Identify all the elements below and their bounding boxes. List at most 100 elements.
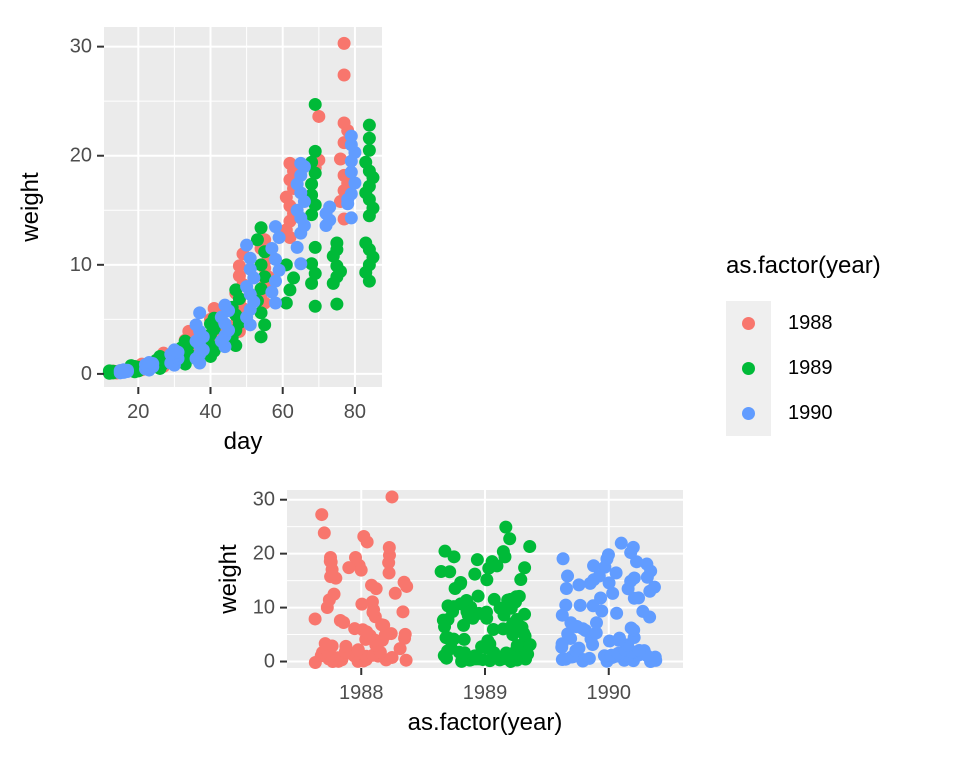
- data-point: [359, 236, 373, 250]
- data-point: [587, 559, 601, 573]
- data-point: [480, 605, 494, 619]
- data-point: [555, 637, 569, 651]
- data-point: [315, 508, 329, 522]
- data-point: [441, 644, 455, 658]
- data-point: [586, 599, 600, 613]
- data-point: [102, 364, 116, 378]
- data-point: [468, 567, 482, 581]
- data-point: [632, 643, 646, 657]
- data-point: [268, 252, 282, 266]
- data-point: [385, 650, 399, 664]
- data-point: [272, 263, 286, 277]
- data-point: [333, 152, 347, 166]
- data-point: [323, 200, 337, 214]
- data-point: [344, 211, 358, 225]
- legend-key-swatch: [726, 346, 771, 391]
- data-point: [555, 608, 569, 622]
- data-point: [487, 592, 501, 606]
- series-1990: [113, 129, 362, 380]
- data-point: [351, 643, 365, 657]
- data-point: [573, 598, 587, 612]
- data-point: [499, 520, 513, 534]
- data-point: [582, 651, 596, 665]
- data-point: [609, 566, 623, 580]
- data-point: [308, 198, 322, 212]
- y-tick-label: 10: [70, 254, 92, 276]
- data-point: [254, 282, 268, 296]
- legend-item-label: 1989: [788, 357, 833, 379]
- data-point: [388, 586, 402, 600]
- data-point: [486, 622, 500, 636]
- data-point: [240, 280, 254, 294]
- data-point: [480, 573, 494, 587]
- data-point: [258, 270, 272, 284]
- data-point: [344, 165, 358, 179]
- data-point: [337, 36, 351, 50]
- data-point: [481, 634, 495, 648]
- data-point: [561, 569, 575, 583]
- data-point: [254, 258, 268, 272]
- data-point: [330, 236, 344, 250]
- data-point: [471, 589, 485, 603]
- data-point: [305, 276, 319, 290]
- data-point: [308, 166, 322, 180]
- data-point: [559, 598, 573, 612]
- x-tick-label: 80: [344, 401, 366, 423]
- data-point: [354, 563, 368, 577]
- data-point: [643, 584, 657, 598]
- data-point: [382, 566, 396, 580]
- data-point: [178, 334, 192, 348]
- series-1989: [434, 520, 537, 668]
- y-tick-label: 0: [264, 651, 275, 673]
- data-point: [229, 283, 243, 297]
- data-point: [308, 97, 322, 111]
- data-point: [279, 296, 293, 310]
- data-point: [339, 639, 353, 653]
- data-point: [470, 553, 484, 567]
- data-point: [360, 625, 374, 639]
- data-point: [207, 301, 221, 315]
- data-point: [496, 622, 510, 636]
- data-point: [610, 606, 624, 620]
- data-point: [324, 550, 338, 564]
- y-tick-label: 20: [70, 145, 92, 167]
- data-point: [254, 330, 268, 344]
- data-point: [454, 597, 468, 611]
- data-point: [606, 586, 620, 600]
- data-point: [142, 355, 156, 369]
- series-1988: [308, 490, 414, 670]
- data-point: [559, 582, 573, 596]
- x-tick-label: 40: [199, 401, 221, 423]
- x-axis-title: as.factor(year): [408, 709, 563, 736]
- data-point: [499, 646, 513, 660]
- data-point: [258, 318, 272, 332]
- data-point: [232, 259, 246, 273]
- data-point: [265, 285, 279, 299]
- data-point: [305, 257, 319, 271]
- data-point: [305, 177, 319, 191]
- data-point: [254, 306, 268, 320]
- data-point: [342, 561, 356, 575]
- data-point: [254, 221, 268, 235]
- legend-key-swatch: [726, 301, 771, 346]
- data-point: [496, 545, 510, 559]
- legend-title: as.factor(year): [726, 252, 881, 279]
- legend-item-1989: 1989: [726, 346, 881, 391]
- data-point: [349, 551, 363, 565]
- data-point: [344, 129, 358, 143]
- data-point: [398, 627, 412, 641]
- data-point: [556, 552, 570, 566]
- data-point: [644, 564, 658, 578]
- data-point: [337, 68, 351, 82]
- data-point: [589, 616, 603, 630]
- data-point: [290, 240, 304, 254]
- data-point: [308, 299, 322, 313]
- data-point: [318, 637, 332, 651]
- data-point: [503, 532, 517, 546]
- data-point: [446, 605, 460, 619]
- data-point: [283, 156, 297, 170]
- data-point: [385, 490, 399, 504]
- data-point: [243, 262, 257, 276]
- data-point: [268, 296, 282, 310]
- data-point: [348, 176, 362, 190]
